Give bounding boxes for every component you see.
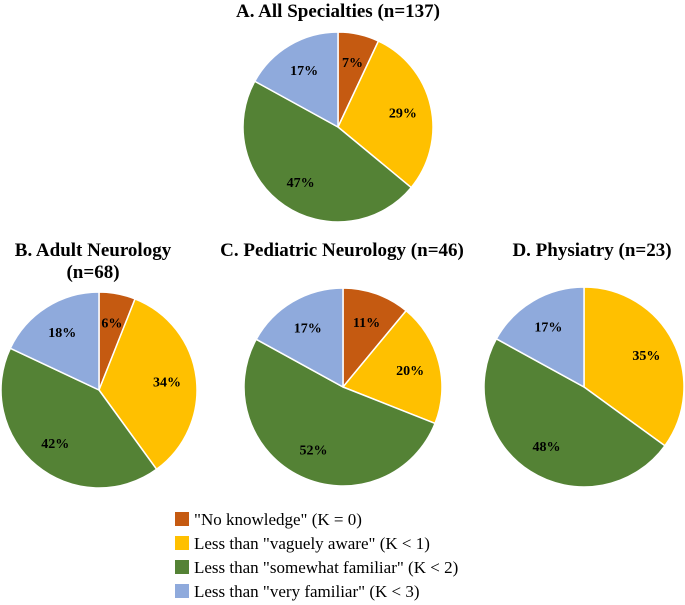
pie-a-label-somewhat-familiar: 47%	[287, 176, 315, 191]
pie-b-label-no-knowledge: 6%	[101, 317, 122, 332]
pie-d-slice-very-familiar	[495, 286, 585, 389]
pie-chart-d: 35% 48% 17%	[483, 286, 685, 488]
legend-item-no-knowledge: "No knowledge" (K = 0)	[175, 510, 362, 529]
pie-c-label-very-familiar: 17%	[294, 321, 322, 336]
pie-a-slice-vaguely-aware	[337, 40, 434, 189]
pie-c-label-somewhat-familiar: 52%	[299, 444, 327, 459]
chart-d-title: D. Physiatry (n=23)	[512, 240, 671, 261]
pie-c-slice-somewhat-familiar	[243, 338, 437, 487]
legend-swatch-very-familiar	[175, 584, 189, 598]
legend-item-vaguely-aware: Less than "vaguely aware" (K < 1)	[175, 534, 430, 553]
legend-item-somewhat-familiar: Less than "somewhat familiar" (K < 2)	[175, 558, 458, 577]
legend: "No knowledge" (K = 0) Less than "vaguel…	[175, 510, 458, 601]
pie-d-label-very-familiar: 17%	[534, 321, 562, 336]
pie-d-label-vaguely-aware: 35%	[632, 349, 660, 364]
pie-b-label-very-familiar: 18%	[48, 326, 76, 341]
legend-label-no-knowledge: "No knowledge" (K = 0)	[194, 510, 362, 529]
pie-d-label-somewhat-familiar: 48%	[532, 440, 560, 455]
pie-d-slice-vaguely-aware	[583, 286, 685, 447]
pie-b-slice-vaguely-aware	[98, 297, 198, 471]
pie-chart-a: 7% 29% 47% 17%	[242, 31, 434, 223]
chart-b-title: B. Adult Neurology	[15, 240, 172, 261]
legend-item-very-familiar: Less than "very familiar" (K < 3)	[175, 582, 420, 601]
pie-b-slice-somewhat-familiar	[0, 347, 158, 489]
pie-c-slice-vaguely-aware	[341, 309, 443, 425]
pie-a-label-very-familiar: 17%	[290, 64, 318, 79]
chart-b-subtitle: (n=68)	[66, 262, 119, 283]
pie-a-label-no-knowledge: 7%	[342, 56, 363, 71]
pie-a-label-vaguely-aware: 29%	[389, 106, 417, 121]
pie-chart-c: 11% 20% 52% 17%	[243, 287, 443, 487]
pie-b-label-vaguely-aware: 34%	[153, 375, 181, 390]
legend-swatch-no-knowledge	[175, 512, 189, 526]
pie-b-slice-very-familiar	[9, 291, 100, 392]
pie-a-slice-somewhat-familiar	[242, 80, 413, 223]
legend-swatch-vaguely-aware	[175, 536, 189, 550]
pie-b-label-somewhat-familiar: 42%	[41, 437, 69, 452]
legend-label-vaguely-aware: Less than "vaguely aware" (K < 1)	[194, 534, 430, 553]
chart-c-title: C. Pediatric Neurology (n=46)	[220, 240, 464, 261]
chart-a-title: A. All Specialties (n=137)	[236, 1, 440, 22]
pie-c-slice-no-knowledge	[342, 287, 408, 390]
pie-c-slice-very-familiar	[255, 287, 344, 389]
pie-a-slice-very-familiar	[253, 31, 339, 129]
legend-label-somewhat-familiar: Less than "somewhat familiar" (K < 2)	[194, 558, 458, 577]
pie-c-label-vaguely-aware: 20%	[396, 364, 424, 379]
pie-chart-b: 6% 34% 42% 18%	[0, 291, 198, 489]
pie-c-label-no-knowledge: 11%	[353, 316, 380, 331]
legend-label-very-familiar: Less than "very familiar" (K < 3)	[194, 582, 420, 601]
pie-d-slice-somewhat-familiar	[483, 337, 666, 488]
legend-swatch-somewhat-familiar	[175, 560, 189, 574]
